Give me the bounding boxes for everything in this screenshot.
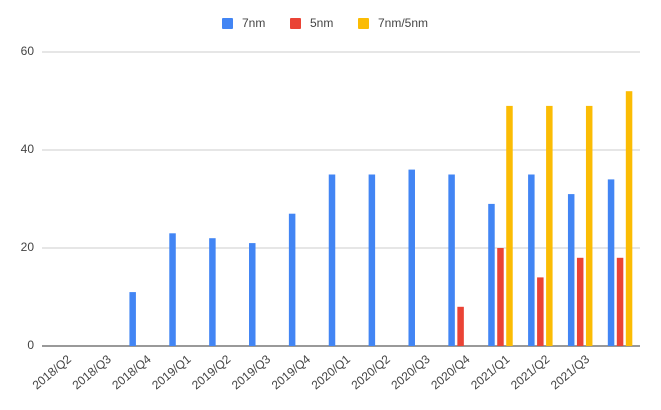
bar (506, 105, 513, 347)
bar (537, 277, 544, 346)
bar (497, 248, 504, 346)
bar (625, 91, 633, 346)
legend-label: 7nm/5nm (378, 16, 428, 30)
legend-label: 7nm (242, 16, 265, 30)
bar (368, 174, 376, 346)
x-tick-label: 2019/Q4 (269, 352, 314, 393)
bar (616, 257, 624, 346)
bar (528, 174, 535, 346)
y-tick-label: 0 (27, 338, 34, 352)
x-tick-label: 2018/Q3 (69, 352, 114, 393)
y-tick-label: 40 (21, 142, 35, 156)
x-tick-label: 2019/Q2 (189, 352, 234, 393)
x-tick-label: 2021/Q3 (548, 352, 593, 393)
bar (607, 179, 615, 346)
bar (408, 169, 415, 346)
x-tick-label: 2021/Q2 (508, 352, 553, 393)
x-tick-label: 2020/Q1 (309, 352, 354, 393)
bar (567, 194, 575, 346)
x-tick-label: 2018/Q2 (30, 352, 75, 393)
x-tick-label: 2021/Q1 (468, 352, 513, 393)
bar (328, 174, 336, 346)
bar (585, 105, 593, 347)
bar (249, 243, 256, 346)
x-tick-label: 2018/Q4 (109, 352, 154, 393)
bar (576, 257, 584, 346)
legend-label: 5nm (310, 16, 333, 30)
x-tick-label: 2019/Q1 (149, 352, 194, 393)
x-tick-label: 2020/Q3 (388, 352, 433, 393)
bar (546, 105, 553, 347)
x-tick-label: 2020/Q4 (428, 352, 473, 393)
bar (169, 233, 176, 346)
x-tick-label: 2019/Q3 (229, 352, 274, 393)
legend-swatch (290, 18, 301, 29)
bar (288, 213, 296, 346)
bar (457, 306, 464, 346)
bar (209, 238, 216, 346)
y-tick-label: 60 (21, 44, 35, 58)
legend-swatch (358, 18, 369, 29)
bar (129, 292, 136, 346)
bar (488, 203, 495, 346)
bar (448, 174, 455, 346)
y-tick-label: 20 (21, 240, 35, 254)
x-tick-label: 2020/Q2 (349, 352, 394, 393)
legend-swatch (222, 18, 233, 29)
